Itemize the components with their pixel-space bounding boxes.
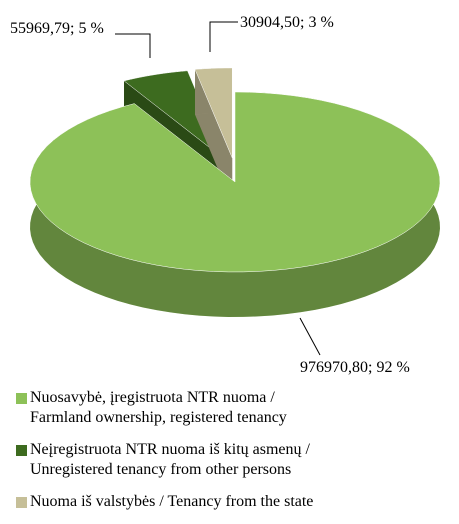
data-label: 55969,79; 5 % [10, 20, 104, 37]
legend-item: Nuoma iš valstybės / Tenancy from the st… [16, 492, 456, 512]
legend-label: Neįregistruota NTR nuoma iš kitų asmenų … [30, 441, 310, 478]
legend-swatch [16, 393, 27, 404]
slice [194, 67, 233, 159]
slice [123, 70, 226, 161]
leader-line [299, 317, 321, 356]
legend: Nuosavybė, įregistruota NTR nuoma / Farm… [16, 388, 456, 524]
data-label: 30904,50; 3 % [240, 14, 334, 31]
slice [29, 91, 441, 273]
legend-item: Neįregistruota NTR nuoma iš kitų asmenų … [16, 440, 456, 480]
legend-item: Nuosavybė, įregistruota NTR nuoma / Farm… [16, 388, 456, 428]
legend-label: Nuoma iš valstybės / Tenancy from the st… [30, 493, 314, 510]
leader-line [209, 21, 238, 52]
legend-swatch [16, 445, 27, 456]
leader-line [115, 33, 151, 58]
chart: 976970,80; 92 % 55969,79; 5 % 30904,50; 3 … [10, 14, 441, 376]
data-label: 976970,80; 92 % [300, 359, 410, 376]
legend-label: Nuosavybė, įregistruota NTR nuoma / Farm… [30, 389, 287, 426]
legend-swatch [16, 497, 27, 508]
